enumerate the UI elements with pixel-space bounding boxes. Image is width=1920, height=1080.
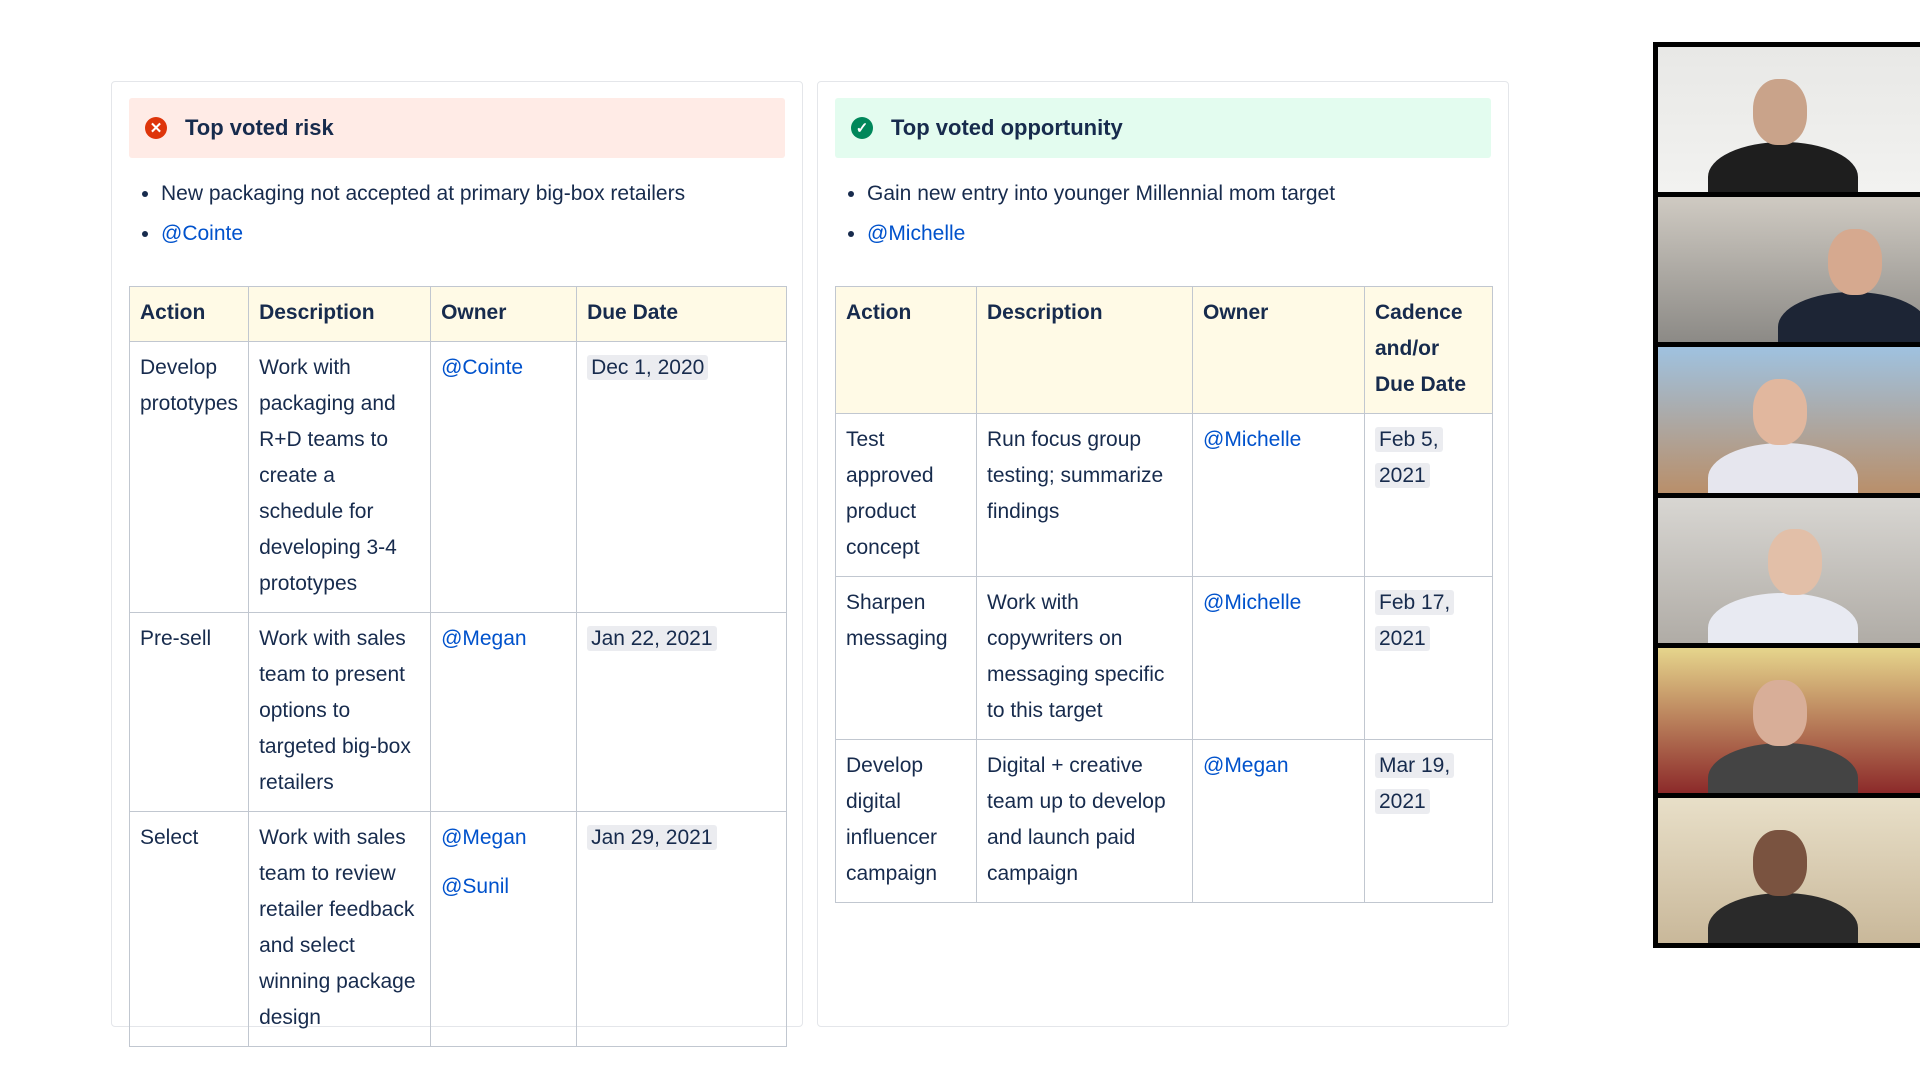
action-cell: Develop digital influencer campaign bbox=[835, 739, 977, 903]
owner-mention-link[interactable]: @Michelle bbox=[1203, 591, 1302, 614]
opportunity-bullets: Gain new entry into younger Millennial m… bbox=[835, 174, 1335, 254]
owner-mention-link[interactable]: @Sunil bbox=[441, 875, 510, 898]
participant-video-tile[interactable] bbox=[1658, 647, 1920, 793]
opportunity-card: ✓ Top voted opportunity Gain new entry i… bbox=[817, 81, 1509, 1027]
action-cell: Develop prototypes bbox=[128, 341, 250, 613]
column-header-due-date: Due Date bbox=[576, 286, 787, 342]
date-lozenge: Feb 5, 2021 bbox=[1375, 427, 1443, 488]
owner-cell: @Megan @Sunil bbox=[430, 811, 578, 1047]
owner-mention-link[interactable]: @Michelle bbox=[1203, 428, 1302, 451]
table-row: Sharpen messaging Work with copywriters o… bbox=[835, 576, 1493, 740]
risk-bullet-mention: @Cointe bbox=[161, 214, 685, 254]
participant-body bbox=[1708, 592, 1858, 643]
date-cell: Mar 19, 2021 bbox=[1364, 739, 1493, 903]
error-circle-icon: ✕ bbox=[145, 117, 167, 139]
participant-body bbox=[1708, 893, 1858, 944]
date-cell: Dec 1, 2020 bbox=[576, 341, 787, 613]
column-header-action: Action bbox=[128, 286, 250, 342]
action-cell: Sharpen messaging bbox=[835, 576, 977, 740]
opportunity-panel: ✓ Top voted opportunity bbox=[835, 98, 1491, 158]
description-cell: Run focus group testing; summarize findi… bbox=[976, 413, 1193, 577]
check-circle-icon: ✓ bbox=[851, 117, 873, 139]
column-header-description: Description bbox=[976, 286, 1193, 414]
participant-video-tile[interactable] bbox=[1658, 347, 1920, 493]
participant-head bbox=[1753, 78, 1807, 145]
column-header-description: Description bbox=[248, 286, 432, 342]
date-lozenge: Dec 1, 2020 bbox=[587, 355, 709, 380]
owner-cell: @Cointe bbox=[430, 341, 578, 613]
participant-body bbox=[1708, 142, 1858, 193]
action-cell: Test approved product concept bbox=[835, 413, 977, 577]
owner-cell: @Megan bbox=[1192, 739, 1365, 903]
risk-card: ✕ Top voted risk New packaging not accep… bbox=[111, 81, 803, 1047]
table-row: Pre-sell Work with sales team to present … bbox=[128, 612, 787, 812]
participant-video-tile[interactable] bbox=[1658, 497, 1920, 643]
opportunity-action-table: Action Description Owner Cadence and/or … bbox=[835, 286, 1493, 903]
owner-mention-link[interactable]: @Megan bbox=[441, 826, 527, 849]
table-row: Develop digital influencer campaign Digit… bbox=[835, 739, 1493, 903]
participant-head bbox=[1753, 379, 1807, 446]
opportunity-bullet: Gain new entry into younger Millennial m… bbox=[867, 174, 1335, 214]
participant-body bbox=[1778, 292, 1920, 343]
participant-body bbox=[1708, 742, 1858, 793]
risk-action-table: Action Description Owner Due Date Develo… bbox=[128, 286, 787, 1047]
risk-bullets: New packaging not accepted at primary bi… bbox=[129, 174, 685, 254]
action-cell: Select bbox=[128, 811, 250, 1047]
participant-body bbox=[1708, 442, 1858, 493]
opportunity-title: Top voted opportunity bbox=[891, 115, 1123, 140]
action-cell: Pre-sell bbox=[128, 612, 250, 812]
mention-link[interactable]: @Cointe bbox=[161, 222, 244, 245]
table-row: Select Work with sales team to review ret… bbox=[128, 811, 787, 1047]
date-lozenge: Jan 22, 2021 bbox=[587, 626, 717, 651]
owner-cell: @Megan bbox=[430, 612, 578, 812]
owner-mention-link[interactable]: @Megan bbox=[1203, 754, 1289, 777]
date-cell: Feb 5, 2021 bbox=[1364, 413, 1493, 577]
owner-mention-link[interactable]: @Cointe bbox=[441, 356, 524, 379]
description-cell: Digital + creative team up to develop an… bbox=[976, 739, 1193, 903]
participant-video-tile[interactable] bbox=[1658, 797, 1920, 944]
description-cell: Work with sales team to review retailer … bbox=[248, 811, 432, 1047]
mention-link[interactable]: @Michelle bbox=[867, 222, 966, 245]
owner-cell: @Michelle bbox=[1192, 413, 1365, 577]
date-cell: Jan 29, 2021 bbox=[576, 811, 787, 1047]
risk-title: Top voted risk bbox=[185, 115, 334, 140]
owner-mention-link[interactable]: @Megan bbox=[441, 627, 527, 650]
participant-video-tile[interactable] bbox=[1658, 47, 1920, 193]
date-lozenge: Feb 17, 2021 bbox=[1375, 590, 1455, 651]
opportunity-bullet-mention: @Michelle bbox=[867, 214, 1335, 254]
table-row: Test approved product concept Run focus g… bbox=[835, 413, 1493, 577]
risk-bullet: New packaging not accepted at primary bi… bbox=[161, 174, 685, 214]
risk-panel: ✕ Top voted risk bbox=[129, 98, 785, 158]
date-cell: Feb 17, 2021 bbox=[1364, 576, 1493, 740]
date-cell: Jan 22, 2021 bbox=[576, 612, 787, 812]
video-call-strip bbox=[1653, 42, 1920, 948]
participant-head bbox=[1753, 829, 1807, 896]
description-cell: Work with copywriters on messaging speci… bbox=[976, 576, 1193, 740]
owner-cell: @Michelle bbox=[1192, 576, 1365, 740]
column-header-owner: Owner bbox=[1192, 286, 1365, 414]
description-cell: Work with sales team to present options … bbox=[248, 612, 432, 812]
column-header-owner: Owner bbox=[430, 286, 578, 342]
date-lozenge: Jan 29, 2021 bbox=[587, 825, 717, 850]
description-cell: Work with packaging and R+D teams to cre… bbox=[248, 341, 432, 613]
date-lozenge: Mar 19, 2021 bbox=[1375, 753, 1455, 814]
participant-video-tile[interactable] bbox=[1658, 197, 1920, 343]
participant-head bbox=[1828, 229, 1882, 296]
column-header-action: Action bbox=[835, 286, 977, 414]
column-header-cadence-due-date: Cadence and/or Due Date bbox=[1364, 286, 1493, 414]
table-row: Develop prototypes Work with packaging an… bbox=[128, 341, 787, 613]
participant-head bbox=[1768, 529, 1822, 596]
participant-head bbox=[1753, 679, 1807, 746]
